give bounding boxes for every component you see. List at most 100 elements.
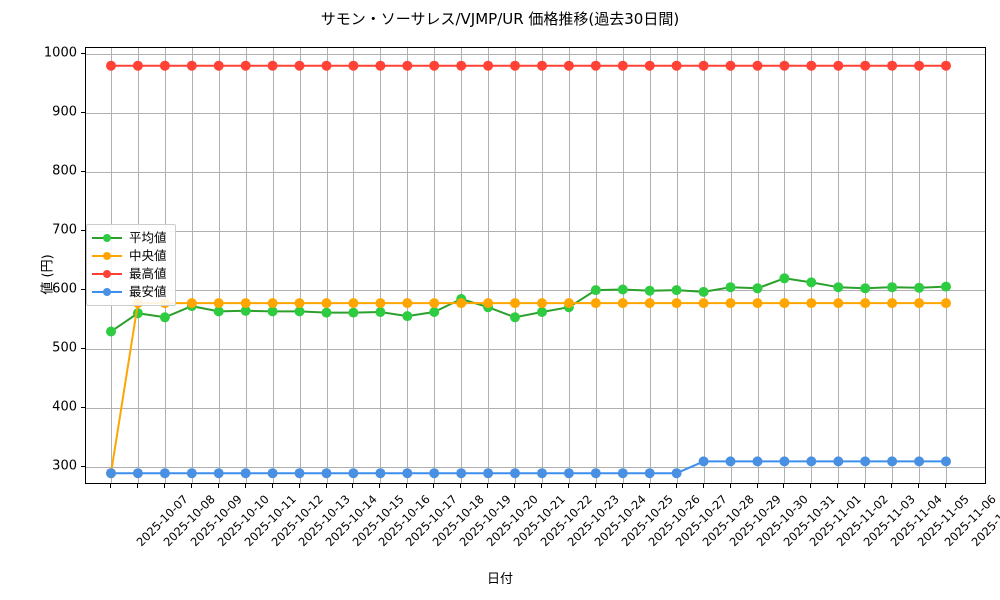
data-point bbox=[590, 60, 601, 71]
data-point bbox=[537, 298, 547, 309]
data-point bbox=[321, 60, 332, 71]
data-point bbox=[941, 298, 951, 309]
gridline-vertical bbox=[757, 48, 759, 483]
legend-item-3[interactable]: 最安値 bbox=[92, 283, 167, 301]
x-tick-mark bbox=[514, 484, 515, 488]
data-point bbox=[106, 326, 116, 337]
legend-item-2[interactable]: 最高値 bbox=[92, 265, 167, 283]
x-tick-mark bbox=[352, 484, 354, 488]
data-point bbox=[159, 468, 170, 479]
x-tick-mark bbox=[729, 484, 731, 488]
series-1 bbox=[106, 298, 951, 479]
data-point bbox=[563, 60, 574, 71]
data-point bbox=[510, 60, 520, 71]
gridline-vertical bbox=[515, 48, 516, 483]
gridline-vertical bbox=[407, 48, 409, 483]
x-tick-mark bbox=[271, 484, 273, 488]
x-tick-mark bbox=[244, 484, 246, 488]
x-axis-label: 日付 bbox=[486, 572, 513, 587]
x-tick-mark bbox=[945, 484, 946, 488]
data-point bbox=[941, 60, 951, 71]
gridline-horizontal bbox=[86, 231, 985, 233]
gridline-horizontal bbox=[86, 467, 985, 469]
x-tick-mark bbox=[594, 484, 596, 488]
gridline-horizontal bbox=[86, 408, 985, 410]
data-point bbox=[456, 60, 467, 71]
data-point bbox=[644, 468, 655, 479]
legend-item-0[interactable]: 平均値 bbox=[92, 229, 167, 247]
data-point bbox=[806, 456, 817, 467]
x-tick-mark bbox=[406, 484, 408, 488]
y-tick-mark bbox=[81, 171, 85, 172]
gridline-vertical bbox=[434, 48, 436, 483]
data-point bbox=[294, 468, 305, 479]
data-point bbox=[887, 456, 898, 467]
x-tick-mark bbox=[648, 484, 650, 488]
legend-marker-icon bbox=[92, 268, 122, 280]
legend-marker-icon bbox=[92, 250, 122, 262]
data-point bbox=[240, 468, 251, 479]
series-line bbox=[110, 460, 947, 475]
data-point bbox=[779, 298, 790, 309]
x-tick-mark bbox=[163, 484, 165, 488]
data-point bbox=[914, 456, 925, 467]
data-point bbox=[752, 456, 763, 467]
y-tick-label: 300 bbox=[52, 458, 77, 474]
series-layer bbox=[106, 60, 951, 479]
data-point bbox=[698, 286, 709, 297]
data-point bbox=[833, 456, 844, 467]
data-point bbox=[213, 468, 224, 479]
data-point bbox=[537, 60, 547, 71]
gridline-vertical bbox=[838, 48, 840, 483]
x-tick-mark bbox=[702, 484, 704, 488]
data-point bbox=[510, 298, 520, 309]
data-point bbox=[752, 298, 763, 309]
x-tick-mark bbox=[190, 484, 192, 488]
x-tick-mark bbox=[136, 484, 138, 488]
data-point bbox=[779, 60, 790, 71]
data-point bbox=[132, 468, 143, 479]
gridline-horizontal bbox=[86, 113, 985, 114]
data-point bbox=[887, 60, 898, 71]
y-tick-label: 1000 bbox=[43, 45, 77, 61]
data-point bbox=[402, 298, 413, 309]
data-point bbox=[402, 60, 413, 71]
legend-item-1[interactable]: 中央値 bbox=[92, 247, 167, 265]
gridline-vertical bbox=[191, 48, 193, 483]
y-tick-mark bbox=[81, 230, 85, 232]
data-point bbox=[617, 60, 628, 71]
data-point bbox=[186, 60, 197, 71]
data-point bbox=[159, 60, 170, 71]
y-tick-mark bbox=[81, 112, 85, 113]
data-point bbox=[240, 60, 251, 71]
data-point bbox=[617, 468, 628, 479]
data-point bbox=[752, 283, 763, 294]
data-point bbox=[617, 298, 628, 309]
gridline-vertical bbox=[353, 48, 355, 483]
data-point bbox=[456, 468, 467, 479]
data-point bbox=[375, 60, 386, 71]
x-tick-mark bbox=[487, 484, 489, 488]
x-tick-mark bbox=[783, 484, 785, 488]
data-point bbox=[294, 306, 305, 317]
data-point bbox=[644, 60, 655, 71]
data-point bbox=[240, 305, 251, 316]
series-line bbox=[110, 302, 947, 475]
data-point bbox=[644, 285, 655, 296]
y-tick-label: 900 bbox=[52, 104, 77, 120]
data-point bbox=[321, 307, 332, 318]
gridline-vertical bbox=[299, 48, 301, 483]
data-point bbox=[456, 298, 467, 309]
series-line bbox=[110, 277, 947, 333]
data-point bbox=[644, 298, 655, 309]
x-tick-mark bbox=[217, 484, 219, 488]
x-tick-mark bbox=[460, 484, 462, 488]
x-tick-mark bbox=[810, 484, 812, 488]
gridline-horizontal bbox=[86, 290, 985, 292]
gridline-vertical bbox=[218, 48, 220, 483]
data-point bbox=[213, 298, 224, 309]
y-tick-label: 500 bbox=[52, 340, 77, 356]
data-point bbox=[429, 60, 440, 71]
data-point bbox=[429, 307, 440, 317]
legend-marker-icon bbox=[92, 286, 122, 298]
